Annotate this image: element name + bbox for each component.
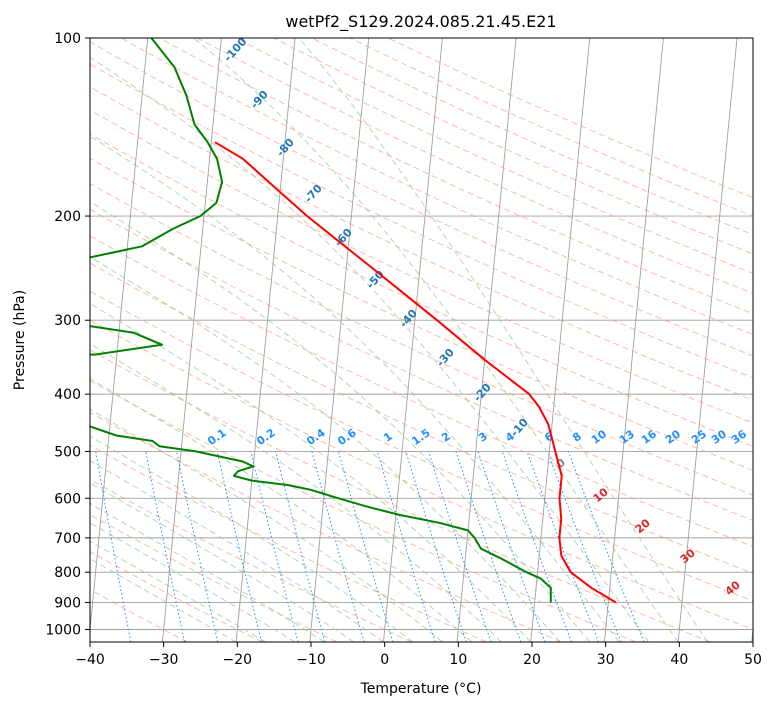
dry-adiabat-line	[90, 41, 753, 357]
dry-adiabat-line	[90, 109, 753, 424]
mixing-ratio-line	[428, 451, 492, 642]
y-tick-label: 600	[54, 491, 81, 507]
dewpoint-profile-line	[90, 38, 552, 603]
moist-adiabat-line	[90, 435, 414, 642]
moist-adiabat-line	[90, 522, 296, 642]
dry-adiabat-line	[90, 208, 753, 522]
mixing-ratio-line	[526, 451, 600, 642]
isotherm-line	[677, 38, 738, 642]
moist-adiabat-line	[90, 540, 266, 642]
y-axis: 1000 900 800 700 600 500 400 300 200 100	[45, 31, 90, 639]
dry-adiabat-line	[90, 319, 753, 631]
isotherm-line	[382, 38, 443, 642]
dry-adiabat-line	[90, 478, 412, 642]
y-tick-label: 400	[54, 387, 81, 403]
dry-adiabat-line	[90, 514, 338, 642]
dry-adiabat-line	[90, 411, 562, 642]
y-tick-label: 100	[54, 31, 81, 47]
sounding-profiles	[90, 38, 617, 604]
dry-adiabat-line	[90, 63, 753, 379]
mixing-ratio-line	[275, 451, 326, 642]
plot-frame	[89, 37, 754, 643]
x-tick-label: 10	[449, 652, 467, 668]
mixing-ratio-line	[376, 451, 436, 642]
dry-adiabat-line	[90, 444, 487, 642]
y-tick-label: 1000	[45, 623, 81, 639]
mixing-ratio-line	[567, 451, 645, 642]
x-tick-label: −40	[75, 652, 105, 668]
moist-adiabat-line	[90, 460, 384, 642]
y-tick-label: 900	[54, 595, 81, 611]
mixing-ratio-line	[176, 451, 219, 642]
y-tick-label: 700	[54, 531, 81, 547]
x-tick-label: 0	[380, 652, 389, 668]
mixing-ratio-line	[250, 451, 299, 642]
plot-background	[90, 38, 753, 642]
dry-adiabat-line	[197, 38, 753, 294]
moist-adiabats	[90, 38, 709, 642]
isotherm-line	[603, 38, 664, 642]
mixing-ratio-line	[338, 451, 394, 642]
dry-adiabat-line	[90, 349, 711, 642]
isotherm-line	[161, 38, 222, 642]
x-axis-label: Temperature (°C)	[360, 681, 482, 697]
moist-adiabat-line	[90, 377, 473, 642]
y-tick-label: 200	[54, 209, 81, 225]
x-tick-label: 30	[597, 652, 615, 668]
mixing-ratio-line	[405, 451, 467, 642]
mixing-ratio-line	[216, 451, 263, 642]
dry-adiabat-line	[90, 133, 753, 447]
mixing-ratio-line	[311, 451, 365, 642]
x-tick-label: 50	[744, 652, 762, 668]
moist-adiabat-line	[90, 502, 325, 642]
dry-adiabat-line	[159, 38, 753, 315]
isotherm-line	[90, 38, 149, 635]
x-axis: −40 −30 −20 −10 0 10 20 30 40 50	[75, 642, 762, 668]
dry-adiabat-line	[90, 550, 263, 642]
moist-adiabat-line	[90, 343, 502, 642]
isotherm-line	[456, 38, 517, 642]
x-tick-label: 20	[523, 652, 541, 668]
moist-adiabat-line	[90, 200, 591, 642]
moist-adiabat-line	[193, 38, 679, 642]
moist-adiabat-line	[90, 56, 649, 642]
mixing-ratio-line	[477, 451, 546, 642]
moist-adiabat-line	[90, 135, 620, 642]
x-tick-label: −10	[296, 652, 326, 668]
x-tick-label: −20	[223, 652, 253, 668]
dry-adiabats	[90, 38, 753, 642]
temperature-profile-line	[214, 141, 617, 604]
y-tick-label: 500	[54, 444, 81, 460]
mixing-ratio-line	[547, 451, 622, 642]
moist-adiabat-line	[90, 558, 237, 642]
mixing-ratio-lines	[95, 451, 645, 642]
y-tick-label: 800	[54, 565, 81, 581]
isotherm-line	[235, 38, 296, 642]
y-tick-label: 300	[54, 313, 81, 329]
mixing-ratio-line	[455, 451, 522, 642]
y-axis-label: Pressure (hPa)	[12, 290, 28, 390]
chart-title: wetPf2_S129.2024.085.21.45.E21	[285, 12, 556, 32]
dry-adiabat-line	[90, 182, 753, 496]
mixing-ratio-line	[501, 451, 573, 642]
x-tick-label: 40	[670, 652, 688, 668]
x-tick-label: −30	[149, 652, 179, 668]
moist-adiabat-line	[90, 256, 561, 642]
moist-adiabat-line	[298, 38, 709, 642]
